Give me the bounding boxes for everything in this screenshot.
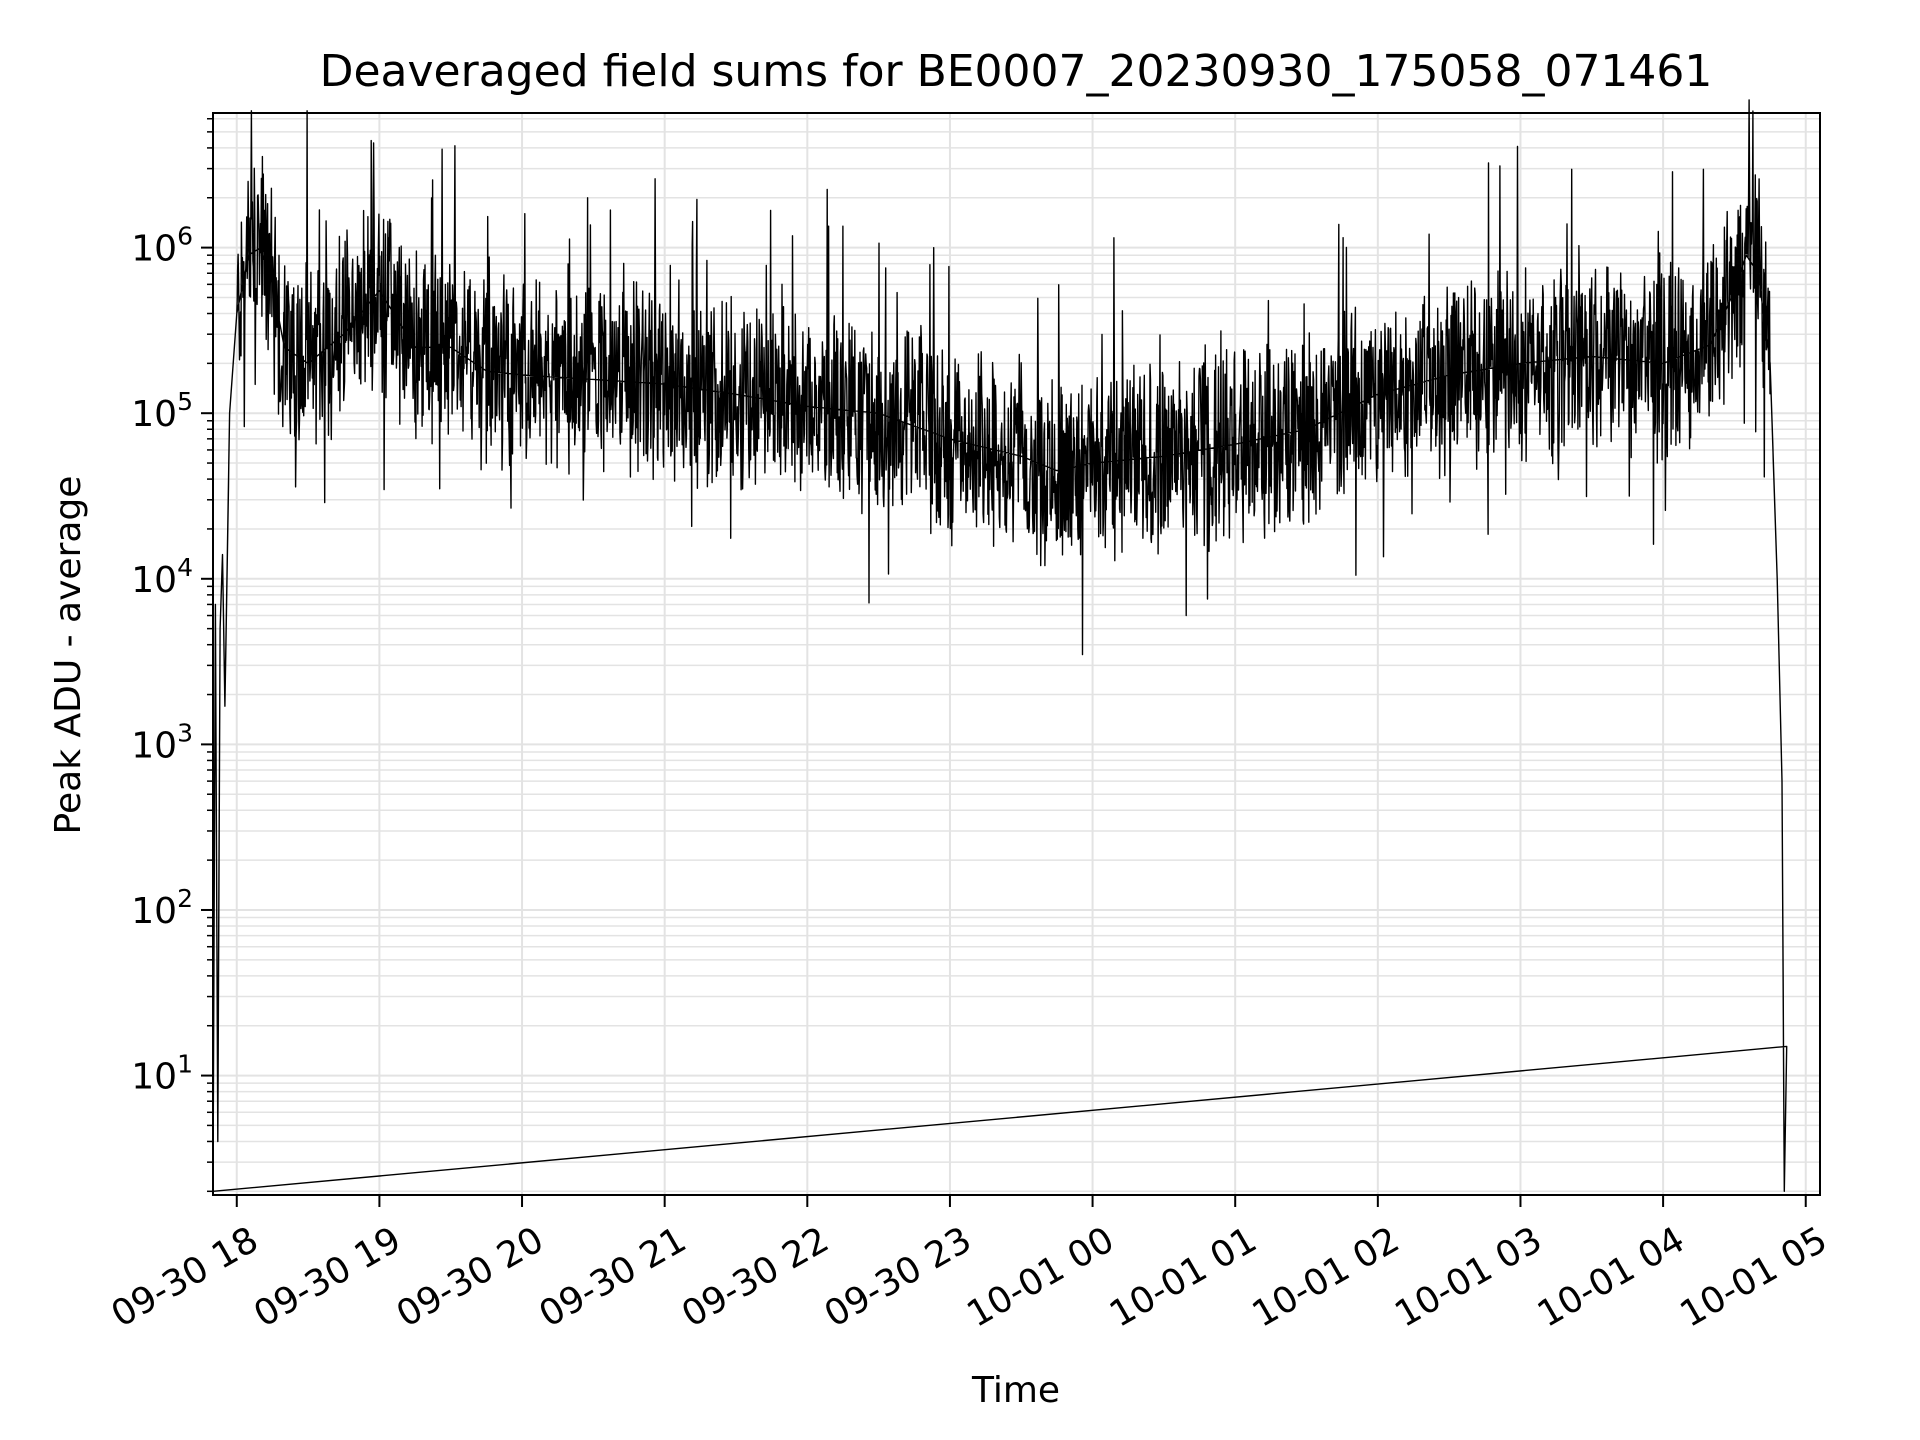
- y-tick-label: 101: [131, 1050, 193, 1098]
- y-tick-label: 103: [131, 718, 193, 766]
- plot-frame: [212, 112, 1821, 1196]
- series-line: [212, 99, 1788, 1192]
- y-axis-label: Peak ADU - average: [48, 476, 89, 835]
- y-tick-label: 104: [131, 553, 193, 601]
- y-tick-label: 106: [131, 222, 193, 270]
- series: [212, 99, 1788, 1192]
- x-axis-label: Time: [971, 1370, 1060, 1411]
- chart-title: Deaveraged field sums for BE0007_2023093…: [320, 46, 1713, 97]
- y-tick-label: 102: [131, 884, 193, 932]
- y-axis: 101 102 103 104 105 106: [131, 118, 213, 1193]
- y-tick-label: 105: [131, 387, 193, 435]
